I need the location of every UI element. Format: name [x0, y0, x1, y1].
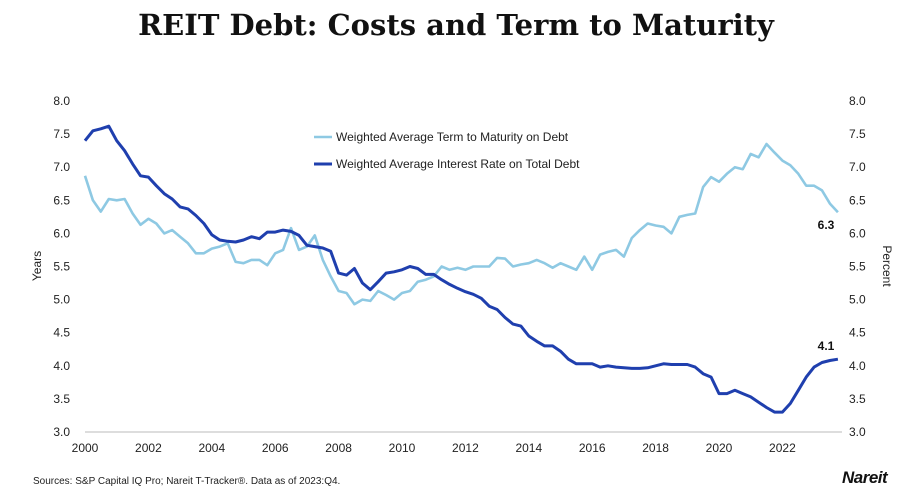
- nareit-logo: Nareit: [842, 468, 888, 487]
- y-right-tick-label: 3.0: [849, 425, 866, 439]
- x-tick-label: 2008: [325, 441, 352, 455]
- y-right-tick-label: 3.5: [849, 392, 866, 406]
- series-line-interest-rate: [83, 124, 839, 414]
- y-left-tick-label: 5.5: [53, 260, 70, 274]
- end-data-label: 6.3: [818, 218, 835, 232]
- y-right-axis-title: Percent: [880, 245, 894, 287]
- y-right-tick-label: 6.5: [849, 193, 866, 207]
- series-line-term-to-maturity: [83, 142, 839, 306]
- y-left-tick-label: 5.0: [53, 293, 70, 307]
- legend-label: Weighted Average Interest Rate on Total …: [336, 157, 580, 171]
- y-right-tick-label: 4.0: [849, 359, 866, 373]
- y-right-tick-label: 7.5: [849, 127, 866, 141]
- chart-title: REIT Debt: Costs and Term to Maturity: [138, 8, 774, 42]
- x-tick-label: 2022: [769, 441, 796, 455]
- y-right-tick-label: 5.0: [849, 293, 866, 307]
- y-left-tick-label: 6.0: [53, 226, 70, 240]
- y-right-tick-label: 7.0: [849, 160, 866, 174]
- y-left-tick-label: 8.0: [53, 94, 70, 108]
- end-data-label: 4.1: [818, 339, 835, 353]
- y-right-tick-label: 6.0: [849, 226, 866, 240]
- source-note: Sources: S&P Capital IQ Pro; Nareit T-Tr…: [33, 476, 341, 487]
- x-tick-label: 2000: [72, 441, 99, 455]
- x-tick-label: 2016: [579, 441, 606, 455]
- y-left-tick-label: 6.5: [53, 193, 70, 207]
- x-tick-label: 2010: [389, 441, 416, 455]
- x-tick-label: 2004: [198, 441, 225, 455]
- x-tick-label: 2012: [452, 441, 479, 455]
- y-left-tick-label: 3.0: [53, 425, 70, 439]
- y-right-tick-label: 8.0: [849, 94, 866, 108]
- y-right-tick-label: 5.5: [849, 260, 866, 274]
- y-left-tick-label: 4.0: [53, 359, 70, 373]
- x-tick-label: 2006: [262, 441, 289, 455]
- y-left-tick-label: 3.5: [53, 392, 70, 406]
- x-tick-label: 2014: [515, 441, 542, 455]
- y-left-axis-title: Years: [30, 251, 44, 281]
- y-left-tick-label: 4.5: [53, 326, 70, 340]
- y-left-tick-label: 7.5: [53, 127, 70, 141]
- y-left-tick-label: 7.0: [53, 160, 70, 174]
- x-tick-label: 2002: [135, 441, 162, 455]
- x-tick-label: 2020: [706, 441, 733, 455]
- x-tick-label: 2018: [642, 441, 669, 455]
- y-right-tick-label: 4.5: [849, 326, 866, 340]
- legend-label: Weighted Average Term to Maturity on Deb…: [336, 130, 569, 144]
